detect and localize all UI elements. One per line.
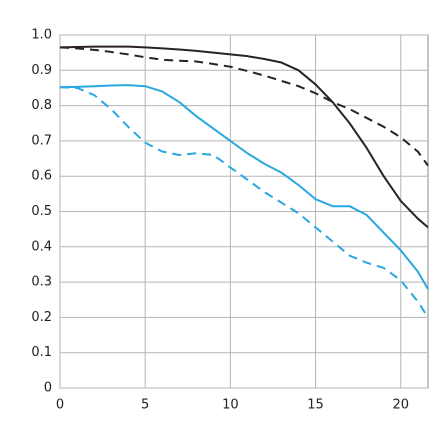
series-line: [59, 84, 429, 290]
y-tick-label: 0.5: [31, 204, 52, 219]
series-line: [59, 46, 429, 167]
x-tick-label: 15: [307, 398, 324, 413]
y-tick-label: 0.9: [31, 63, 52, 78]
y-tick-label: 0.6: [31, 169, 52, 184]
y-tick-label: 0.8: [31, 98, 52, 113]
y-tick-label: 1.0: [31, 28, 52, 43]
y-tick-label: 0.7: [31, 133, 52, 148]
y-tick-label: 0.1: [31, 345, 52, 360]
y-tick-label: 0.4: [31, 239, 52, 254]
x-tick-label: 20: [392, 398, 409, 413]
y-tick-label: 0.3: [31, 275, 52, 290]
y-tick-label: 0.2: [31, 310, 52, 325]
series-line: [59, 86, 429, 318]
y-tick-label: 0: [44, 381, 52, 396]
x-tick-label: 5: [141, 398, 149, 413]
series-line: [59, 45, 429, 229]
x-tick-label: 10: [222, 398, 239, 413]
x-tick-label: 0: [56, 398, 64, 413]
